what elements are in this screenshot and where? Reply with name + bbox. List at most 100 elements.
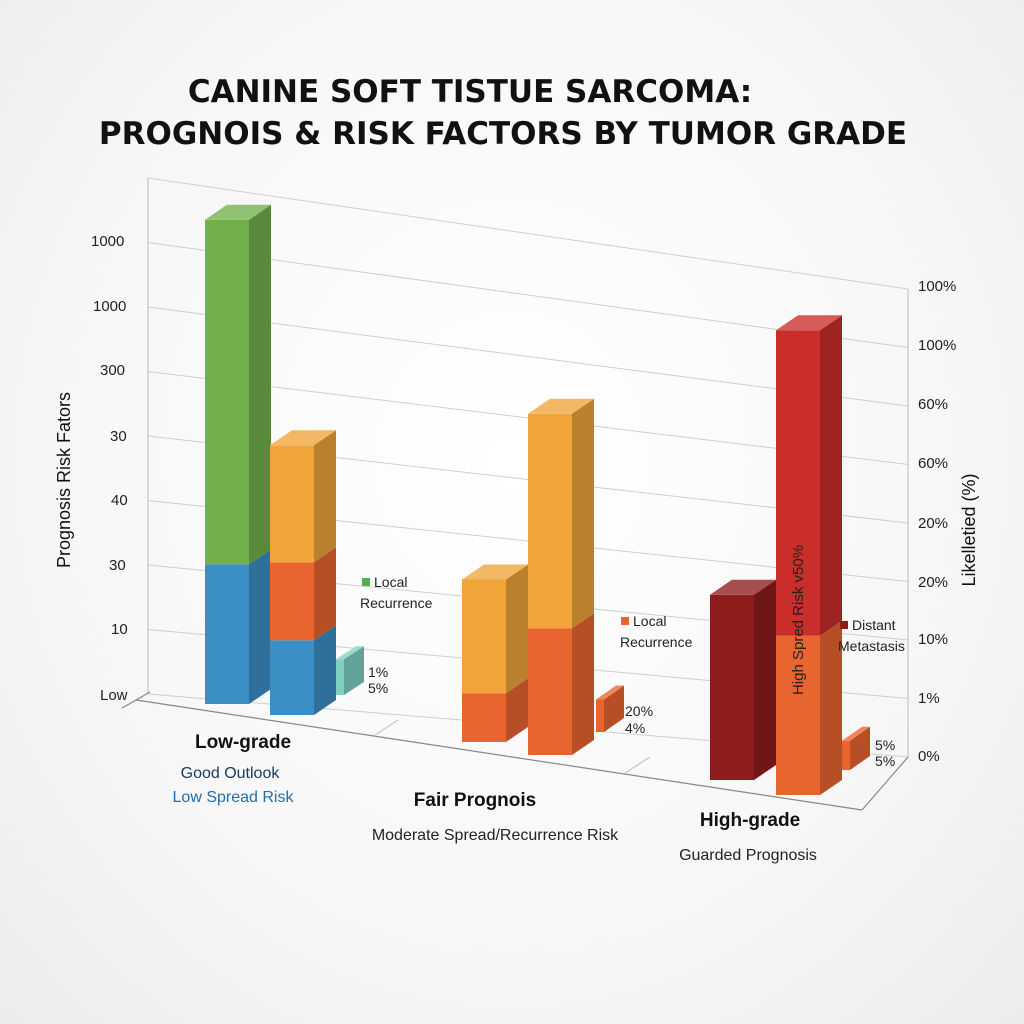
bar-segment-side bbox=[314, 547, 336, 641]
category-subtitle: Low Spread Risk bbox=[173, 789, 295, 806]
annotation-label: Recurrence bbox=[360, 595, 433, 611]
chart-title: CANINE SOFT TISTUE SARCOMA: PROGNOIS & R… bbox=[99, 74, 907, 152]
bar-top bbox=[270, 430, 336, 446]
legend-marker bbox=[362, 578, 370, 586]
annotation-label: 4% bbox=[625, 720, 645, 736]
floor-edge-right bbox=[861, 756, 909, 811]
title-line-2: PROGNOIS & RISK FACTORS BY TUMOR GRADE bbox=[99, 116, 907, 152]
bar-segment-side bbox=[754, 579, 776, 780]
y-tick-label: 30 bbox=[110, 428, 127, 445]
floor-divider bbox=[374, 719, 399, 736]
annotation-label: 5% bbox=[875, 753, 895, 769]
category-label: Low-grade bbox=[195, 732, 291, 753]
bar-segment-side bbox=[506, 678, 528, 742]
bar-segment-front bbox=[528, 628, 572, 755]
bar-segment-front bbox=[205, 564, 249, 704]
bar-segment-side bbox=[572, 398, 594, 629]
bar-segment-front bbox=[462, 579, 506, 694]
annotations: LocalRecurrence1%5%LocalRecurrence20%4%D… bbox=[360, 574, 905, 769]
y-tick-label: 10 bbox=[111, 621, 128, 638]
bar-segment-side bbox=[850, 726, 870, 770]
bar-segment-side bbox=[820, 315, 842, 636]
y-tick-label: 30 bbox=[109, 557, 126, 574]
y2-tick-label: 60% bbox=[918, 455, 948, 472]
bar bbox=[336, 646, 364, 695]
bar bbox=[270, 430, 336, 715]
bar bbox=[842, 726, 870, 770]
bar-top bbox=[336, 646, 364, 660]
bar-segment-side bbox=[572, 613, 594, 755]
floor-front-edge bbox=[135, 699, 863, 811]
bar-segment-front bbox=[596, 699, 604, 732]
bar-segment-front bbox=[776, 330, 820, 636]
y2-axis-title: Likelletied (%) bbox=[959, 473, 979, 586]
bar-top bbox=[205, 204, 271, 220]
bar bbox=[596, 685, 624, 732]
annotation-label: 5% bbox=[368, 680, 388, 696]
bar-top bbox=[710, 579, 776, 595]
bar bbox=[205, 204, 271, 704]
annotation-label: Distant bbox=[852, 617, 896, 633]
bar bbox=[462, 564, 528, 742]
legend-marker bbox=[840, 621, 848, 629]
bar bbox=[710, 579, 776, 780]
bars bbox=[205, 204, 870, 795]
bar-segment-front bbox=[528, 413, 572, 629]
y2-tick-label: 100% bbox=[918, 337, 956, 354]
y-axis-title: Prognosis Risk Fators bbox=[54, 392, 74, 568]
bar-segment-side bbox=[314, 625, 336, 715]
bar-segment-side bbox=[249, 549, 271, 704]
y2-tick-label: 10% bbox=[918, 631, 948, 648]
bar-segment-front bbox=[462, 693, 506, 742]
y-tick-label: Low bbox=[100, 687, 128, 704]
bar-segment-front bbox=[336, 659, 344, 695]
y2-tick-label: 20% bbox=[918, 515, 948, 532]
y-tick-label: 1000 bbox=[91, 233, 124, 250]
annotation-label: 20% bbox=[625, 703, 653, 719]
y2-tick-label: 100% bbox=[918, 278, 956, 295]
bar-segment-side bbox=[249, 204, 271, 565]
category-labels: Low-grade Good Outlook Low Spread Risk Fair… bbox=[173, 732, 817, 864]
category-subtitle: Guarded Prognosis bbox=[679, 847, 817, 864]
title-line-1: CANINE SOFT TISTUE SARCOMA: bbox=[188, 74, 752, 110]
bar-top bbox=[842, 726, 870, 741]
bar-top bbox=[528, 398, 594, 414]
bar-segment-front bbox=[710, 594, 754, 780]
bar-segment-front bbox=[270, 640, 314, 715]
y2-tick-label: 1% bbox=[918, 690, 940, 707]
y-tick-label: 40 bbox=[111, 492, 128, 509]
bar-segment-side bbox=[314, 430, 336, 563]
bar-segment-side bbox=[344, 646, 364, 695]
legend-marker bbox=[621, 617, 629, 625]
annotation-label: Recurrence bbox=[620, 634, 693, 650]
bar-segment-front bbox=[842, 740, 850, 770]
bar-segment-side bbox=[820, 620, 842, 795]
y-tick-label: 1000 bbox=[93, 298, 126, 315]
bar-segment-front bbox=[270, 562, 314, 641]
bar-segment-side bbox=[506, 564, 528, 694]
category-label: High-grade bbox=[700, 810, 800, 831]
bar-top bbox=[776, 315, 842, 331]
y2-tick-label: 0% bbox=[918, 748, 940, 765]
bar bbox=[776, 315, 842, 795]
bar-segment-side bbox=[604, 685, 624, 732]
category-subtitle: Moderate Spread/Recurrence Risk bbox=[372, 827, 619, 844]
category-label: Fair Prognois bbox=[414, 790, 536, 811]
y2-tick-label: 60% bbox=[918, 396, 948, 413]
y-tick-label: 300 bbox=[100, 362, 125, 379]
floor-divider bbox=[624, 756, 651, 774]
annotation-label: Metastasis bbox=[838, 638, 905, 654]
grid-line bbox=[147, 177, 909, 290]
bar-top bbox=[596, 685, 624, 700]
bar-segment-front bbox=[776, 635, 820, 795]
annotation-label: 5% bbox=[875, 737, 895, 753]
annotation-label: Local bbox=[374, 574, 407, 590]
annotation-label: 1% bbox=[368, 664, 388, 680]
y2-tick-label: 20% bbox=[918, 574, 948, 591]
tick-labels: Low 10 30 40 30 300 1000 1000 0% 1% 10% 20% 20% 60% 60… bbox=[91, 233, 956, 765]
bar-segment-front bbox=[270, 445, 314, 563]
bar bbox=[528, 398, 594, 755]
annotation-label: Local bbox=[633, 613, 666, 629]
high-spread-risk-label: High Spred Risk v50% bbox=[790, 545, 807, 695]
